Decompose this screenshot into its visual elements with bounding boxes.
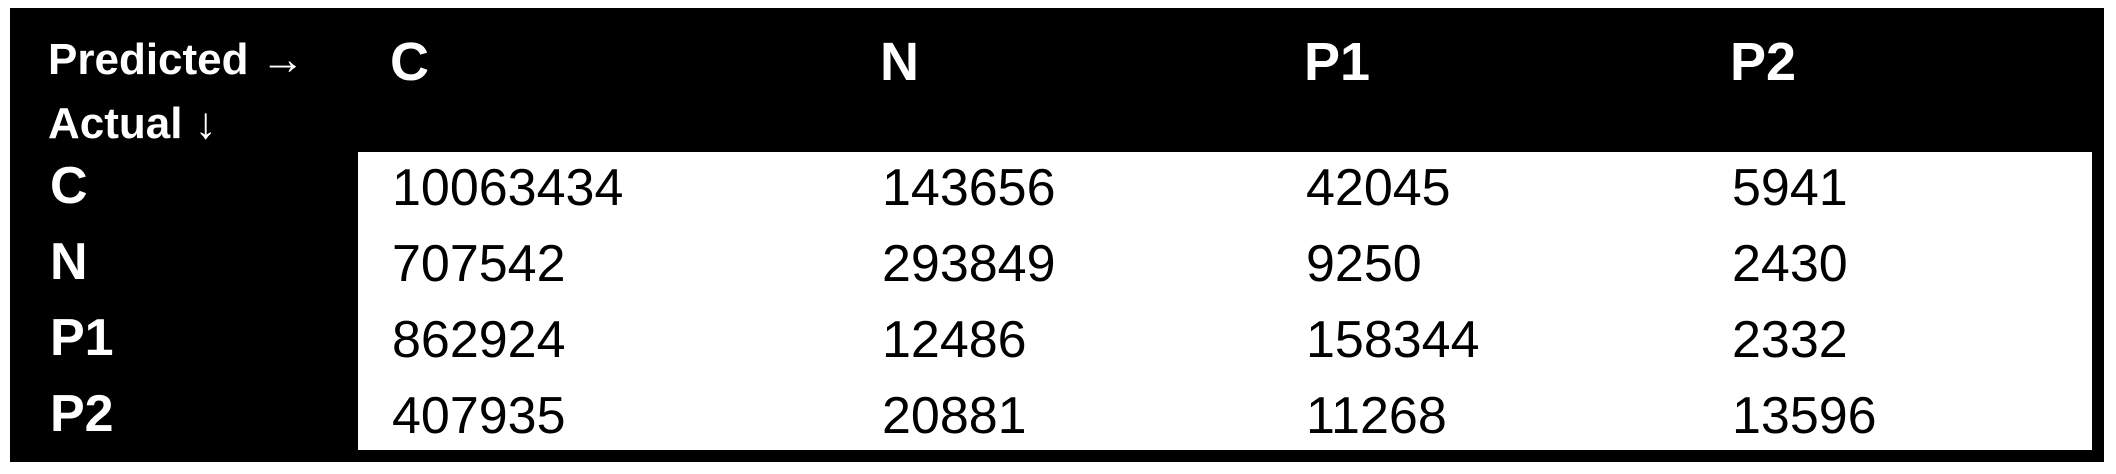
predicted-axis-label: Predicted → — [48, 35, 305, 84]
column-header-n: N — [880, 32, 919, 92]
values-panel: 10063434 143656 42045 5941 707542 293849… — [358, 152, 2092, 450]
column-header-c: C — [390, 32, 429, 92]
row-label-c: C — [50, 157, 88, 215]
cell-n-p2: 2430 — [1732, 235, 1848, 293]
row-label-n: N — [50, 233, 88, 291]
cell-n-n: 293849 — [882, 235, 1056, 293]
cell-p1-p1: 158344 — [1306, 311, 1480, 369]
row-label-p1: P1 — [50, 309, 114, 367]
cell-p1-c: 862924 — [392, 311, 566, 369]
cell-p2-p1: 11268 — [1306, 387, 1447, 445]
confusion-matrix-table: Predicted → Actual ↓ C N P1 P2 C N P1 P2… — [10, 8, 2104, 462]
cell-p2-c: 407935 — [392, 387, 566, 445]
cell-p2-p2: 13596 — [1732, 387, 1877, 445]
cell-p1-p2: 2332 — [1732, 311, 1848, 369]
row-label-p2: P2 — [50, 385, 114, 443]
axis-corner-label: Predicted → Actual ↓ — [48, 28, 305, 156]
table-header: Predicted → Actual ↓ C N P1 P2 — [10, 8, 2104, 152]
cell-c-p1: 42045 — [1306, 159, 1451, 217]
cell-n-c: 707542 — [392, 235, 566, 293]
cell-c-p2: 5941 — [1732, 159, 1848, 217]
column-header-p2: P2 — [1730, 32, 1797, 92]
cell-c-c: 10063434 — [392, 159, 624, 217]
actual-axis-label: Actual ↓ — [48, 99, 217, 148]
cell-p2-n: 20881 — [882, 387, 1027, 445]
cell-p1-n: 12486 — [882, 311, 1027, 369]
cell-c-n: 143656 — [882, 159, 1056, 217]
cell-n-p1: 9250 — [1306, 235, 1422, 293]
column-header-p1: P1 — [1304, 32, 1371, 92]
